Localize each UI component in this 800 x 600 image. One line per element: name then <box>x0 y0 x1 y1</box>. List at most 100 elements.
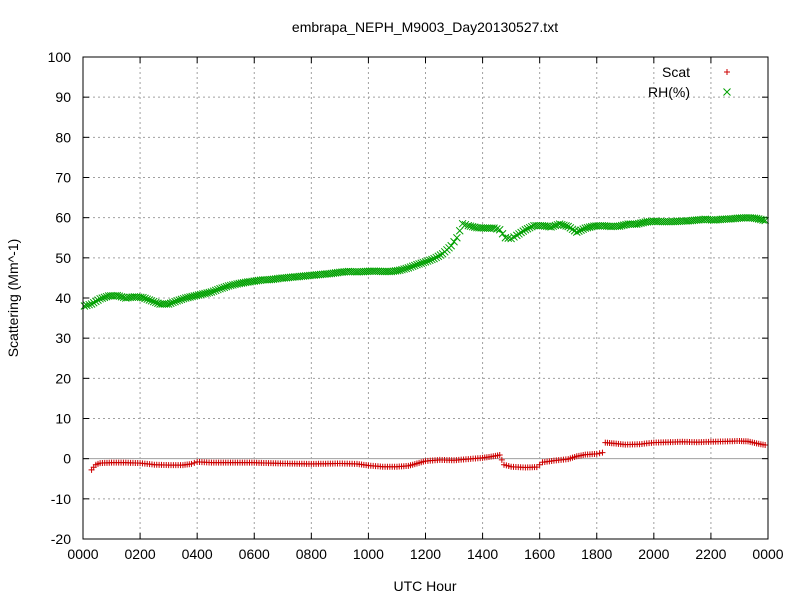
data-point <box>115 292 124 301</box>
data-point <box>166 299 175 308</box>
data-point <box>415 260 423 268</box>
x-tick-label: 0600 <box>239 546 270 562</box>
data-point <box>517 228 525 237</box>
data-point <box>145 296 154 304</box>
x-tick-label: 1400 <box>467 546 498 562</box>
data-point <box>211 286 220 295</box>
data-point <box>564 222 573 231</box>
data-point <box>169 298 177 307</box>
data-point <box>82 301 91 310</box>
data-point <box>400 265 408 273</box>
legend-label: RH(%) <box>648 84 690 100</box>
data-point <box>419 258 428 267</box>
y-tick-label: 90 <box>55 89 71 105</box>
data-point <box>577 226 585 234</box>
x-tick-label: 0000 <box>752 546 783 562</box>
data-point <box>216 284 224 293</box>
data-point <box>395 266 404 275</box>
data-point <box>151 298 160 307</box>
data-point <box>549 222 558 231</box>
data-point <box>96 294 104 303</box>
x-tick-label: 2000 <box>638 546 669 562</box>
data-point <box>164 300 173 308</box>
y-tick-label: -10 <box>51 491 71 507</box>
data-point <box>139 293 147 302</box>
x-tick-label: 1200 <box>410 546 441 562</box>
data-point <box>512 231 521 240</box>
x-axis-label: UTC Hour <box>393 578 456 594</box>
data-point <box>430 254 438 263</box>
data-point <box>434 252 443 261</box>
data-point <box>560 221 568 230</box>
x-tick-label: 0800 <box>296 546 327 562</box>
chart-title: embrapa_NEPH_M9003_Day20130527.txt <box>292 19 558 35</box>
data-point <box>188 460 195 467</box>
data-point <box>404 264 413 272</box>
data-point <box>117 292 126 301</box>
y-tick-label: 20 <box>55 370 71 386</box>
data-point <box>218 284 226 292</box>
data-point <box>525 223 534 232</box>
data-point <box>547 223 555 231</box>
series-scat <box>88 437 769 473</box>
data-point <box>579 225 588 233</box>
data-point <box>205 288 214 297</box>
data-point <box>498 456 505 463</box>
data-point <box>596 450 603 457</box>
data-point <box>447 241 456 250</box>
data-point <box>408 262 417 271</box>
data-point <box>455 226 464 235</box>
data-point <box>436 251 445 259</box>
y-tick-label: -20 <box>51 531 71 547</box>
data-point <box>461 220 470 229</box>
data-point <box>759 216 767 224</box>
data-point <box>207 288 216 296</box>
data-point <box>432 253 441 262</box>
data-point <box>496 452 503 459</box>
y-tick-label: 0 <box>63 451 71 467</box>
data-point <box>410 261 419 270</box>
data-point <box>91 297 100 306</box>
axes: 0000 0200 0400 0600 0800 1000 1200 1400 1600 1800… <box>48 49 784 562</box>
y-tick-label: 60 <box>55 210 71 226</box>
data-point <box>214 285 222 294</box>
data-point <box>453 233 461 242</box>
data-point <box>523 224 532 233</box>
data-point <box>761 216 769 225</box>
data-point <box>599 449 606 456</box>
y-tick-label: 80 <box>55 129 71 145</box>
data-point <box>398 265 406 274</box>
data-point <box>490 224 498 232</box>
data-point <box>417 259 426 268</box>
data-point <box>413 260 421 269</box>
data-point <box>458 219 467 228</box>
x-tick-label: 2200 <box>695 546 726 562</box>
data-point <box>94 296 102 304</box>
legend: Scat RH(%) <box>648 64 731 100</box>
data-point <box>450 237 458 246</box>
data-point <box>149 297 158 306</box>
data-point <box>147 296 156 305</box>
x-tick-label: 1600 <box>524 546 555 562</box>
y-axis-label: Scattering (Mm^-1) <box>5 239 21 358</box>
data-point <box>575 227 583 235</box>
plot-area <box>80 213 769 473</box>
series-rh <box>80 213 769 310</box>
data-point <box>177 295 186 304</box>
data-point <box>222 282 231 291</box>
data-point <box>493 225 501 233</box>
data-point <box>566 224 575 232</box>
data-point <box>406 263 415 271</box>
data-point <box>175 296 184 304</box>
data-point <box>179 294 188 303</box>
data-point <box>521 225 530 234</box>
y-tick-label: 40 <box>55 290 71 306</box>
data-point <box>555 220 564 228</box>
data-point <box>98 294 107 302</box>
data-point <box>191 459 198 466</box>
data-point <box>209 287 218 296</box>
x-tick-label: 0000 <box>67 546 98 562</box>
data-point <box>85 300 94 309</box>
y-tick-label: 50 <box>55 250 71 266</box>
